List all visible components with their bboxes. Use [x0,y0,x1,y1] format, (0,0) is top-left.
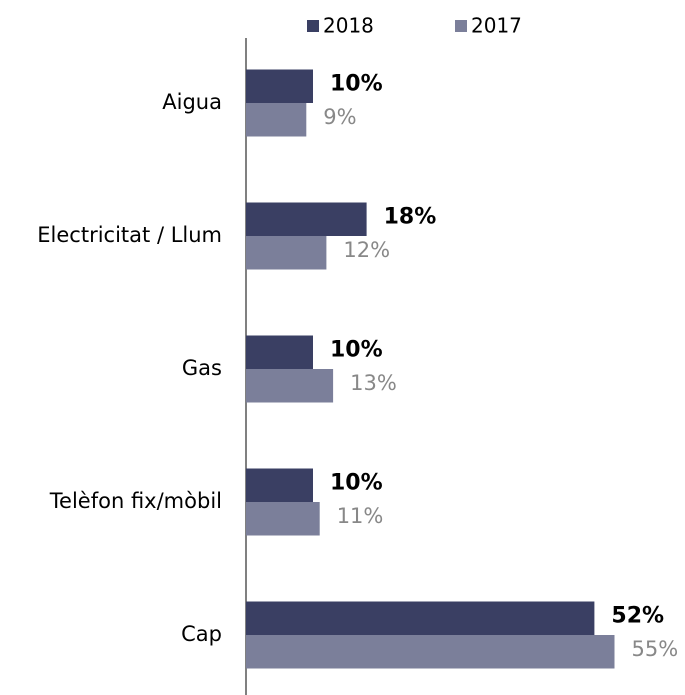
bar [246,69,313,103]
value-label: 12% [343,238,390,262]
value-label: 55% [632,637,679,661]
category-label: Gas [182,356,222,380]
value-label: 13% [350,371,397,395]
legend-label: 2018 [323,14,374,38]
legend-swatch [307,20,319,32]
legend-swatch [455,20,467,32]
category-label: Cap [181,622,222,646]
bar [246,468,313,502]
value-label: 18% [384,204,437,229]
category-label: Aigua [162,90,222,114]
value-label: 10% [330,337,383,362]
value-label: 9% [323,105,356,129]
value-label: 10% [330,71,383,96]
bar [246,103,307,137]
value-label: 52% [611,603,664,628]
value-label: 10% [330,470,383,495]
bar [246,369,334,403]
category-label: Telèfon fix/mòbil [49,489,222,513]
bar [246,601,595,635]
legend-label: 2017 [471,14,522,38]
bar [246,635,615,669]
value-label: 11% [337,504,384,528]
bar [246,502,320,536]
bar [246,202,367,236]
category-label: Electricitat / Llum [37,223,222,247]
bar [246,236,327,270]
bar [246,335,313,369]
